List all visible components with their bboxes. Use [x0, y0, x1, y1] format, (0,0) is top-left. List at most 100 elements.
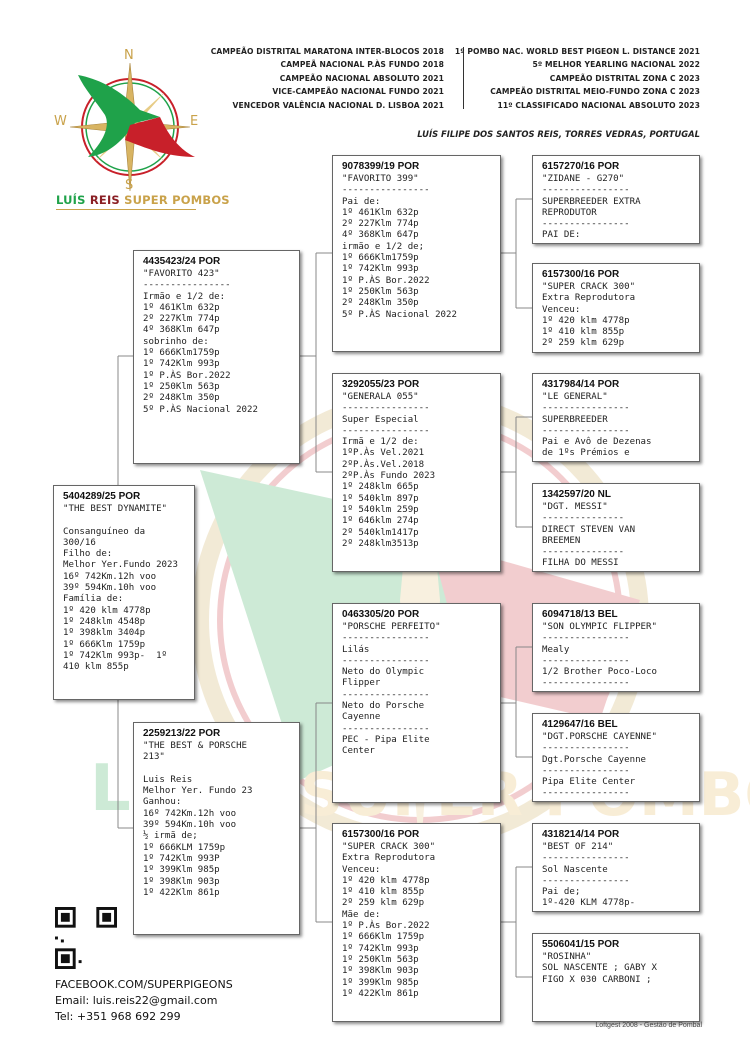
award-line: 11º CLASSIFICADO NACIONAL ABSOLUTO 2023 [497, 100, 700, 110]
note-line: ---------------- [342, 185, 430, 196]
note-line: 410 klm 855p [63, 662, 129, 673]
logo-wordmark: LUÍS REIS SUPER POMBOS [56, 193, 230, 210]
note-line: 1º 422Klm 861p [342, 988, 419, 999]
note-line: Pipa Elite Center [542, 777, 636, 788]
note-line: 1º 742Klm 993p [342, 264, 419, 275]
note-line: Melhor Yer.Fundo 2023 [63, 560, 178, 571]
note-line: 1º 461Klm 632p [143, 302, 220, 313]
pigeon-card[interactable]: 4318214/14 POR "BEST OF 214" -------------… [532, 823, 700, 912]
ring-number: 5404289/25 POR [63, 491, 141, 502]
note-line: 1º 248klm 4548p [63, 616, 146, 627]
note-line: Center [342, 746, 375, 757]
note-line: "THE BEST & PORSCHE [143, 741, 248, 751]
note-line: Pai e Avô de Dezenas [542, 437, 652, 448]
award-line: CAMPEÃO DISTRITAL ZONA C 2023 [549, 73, 700, 83]
award-line: CAMPEÃO DISTRITAL MEIO-FUNDO ZONA C 2023 [490, 87, 700, 97]
ring-number: 1342597/20 NL [542, 489, 611, 500]
note-line: ---------------- [542, 219, 630, 230]
email-text[interactable]: Email: luis.reis22@gmail.com [55, 994, 218, 1007]
note-line: REPRODUTOR [542, 207, 597, 218]
ring-number: 0463305/20 POR [342, 609, 420, 620]
pigeon-card[interactable]: 6094718/13 BEL "SON OLYMPIC FLIPPER" -----… [532, 603, 700, 692]
compass-s: S [125, 178, 133, 193]
awards-right: 1º POMBO NAC. WORLD BEST PIGEON L. DISTA… [455, 45, 700, 112]
pigeon-notes: "FAVORITO 423" ---------------- Irmão e 1/… [143, 269, 299, 416]
pigeon-card[interactable]: 0463305/20 POR "PORSCHE PERFEITO" --------… [332, 603, 501, 803]
pigeon-notes: "THE BEST DYNAMITE" Consanguíneo da 300/16… [63, 504, 194, 673]
note-line: 300/16 [63, 537, 96, 548]
note-line: ---------------- [342, 425, 430, 436]
pigeon-card[interactable]: 2259213/22 POR "THE BEST & PORSCHE 213" Lui… [133, 722, 300, 935]
pigeon-notes: "SON OLYMPIC FLIPPER" ---------------- Mea… [542, 622, 699, 690]
note-line: Super Especial [342, 414, 419, 425]
ring-number: 6157300/16 POR [342, 829, 420, 840]
note-line: ---------------- [542, 655, 630, 666]
note-line: 1º 248klm 665p [342, 482, 419, 493]
note-line: Pai de; [542, 887, 581, 898]
ring-number: 6157300/16 POR [542, 269, 620, 280]
note-line: Venceu: [542, 304, 581, 315]
pigeon-card[interactable]: 4435423/24 POR "FAVORITO 423" ------------… [133, 250, 300, 464]
note-line: 1º 742Klm 993p [143, 359, 220, 370]
note-line: FILHA DO MESSI [542, 558, 619, 569]
note-line: SUPERBREEDER [542, 414, 608, 425]
luis-reis-logo: N S W E [54, 48, 198, 193]
note-line: Filho de: [63, 549, 113, 560]
note-line: 2ºP.Às Fundo 2023 [342, 471, 436, 482]
award-line: VENCEDOR VALÊNCIA NACIONAL D. LISBOA 202… [232, 100, 444, 110]
ring-number: 6157270/16 POR [542, 161, 620, 172]
pigeon-card[interactable]: 9078399/19 POR "FAVORITO 399" ------------… [332, 155, 501, 352]
note-line: "ZIDANE - G270" [542, 174, 625, 184]
note-line: ---------------- [542, 633, 630, 644]
pigeon-card[interactable]: 6157300/16 POR "SUPER CRACK 300" Extra Rep… [332, 823, 501, 1022]
note-line: 1º 666Klm1759p [342, 253, 419, 264]
pigeon-card[interactable]: 3292055/23 POR "GENERALA 055" ------------… [332, 373, 501, 572]
note-line: Mãe de: [342, 909, 381, 920]
note-line: Extra Reprodutora [342, 853, 436, 864]
facebook-link[interactable]: FACEBOOK.COM/SUPERPIGEONS [55, 978, 233, 991]
pigeon-card[interactable]: 5404289/25 POR "THE BEST DYNAMITE" Consang… [53, 485, 195, 700]
note-line: ---------------- [342, 655, 430, 666]
note-line: 16º 742Km.12h voo [63, 571, 157, 582]
note-line: 1º P.ÀS Bor.2022 [143, 370, 231, 381]
note-line: BREEMEN [542, 535, 581, 546]
note-line: "ROSINHA" [542, 952, 592, 962]
note-line: 1º 666KLM 1759p [143, 842, 226, 853]
note-line: 213" [143, 752, 165, 763]
note-line: 1º 250Klm 563p [342, 954, 419, 965]
ring-number: 9078399/19 POR [342, 161, 420, 172]
note-line: sobrinho de: [143, 336, 209, 347]
pigeon-card[interactable]: 1342597/20 NL "DGT. MESSI" ---------------… [532, 483, 700, 572]
note-line: Cayenne [342, 712, 381, 723]
pigeon-card[interactable]: 6157300/16 POR "SUPER CRACK 300" Extra Rep… [532, 263, 700, 353]
note-line: SUPERBREEDER EXTRA [542, 196, 641, 207]
note-line: 1º 422Klm 861p [143, 887, 220, 898]
pigeon-card[interactable]: 5506041/15 POR "ROSINHA" SOL NASCENTE ; GA… [532, 933, 700, 1022]
note-line: 2ºP.Às.Vel.2018 [342, 459, 425, 470]
ring-number: 5506041/15 POR [542, 939, 620, 950]
note-line: FIGO X 030 CARBONI ; [542, 974, 652, 985]
note-line: 2º 248klm3513p [342, 538, 419, 549]
note-line: 4º 368Klm 647p [342, 230, 419, 241]
ring-number: 2259213/22 POR [143, 728, 221, 739]
note-line: "PORSCHE PERFEITO" [342, 622, 441, 632]
note-line: Luis Reis [143, 774, 193, 785]
note-line: 1º 646klm 274p [342, 516, 419, 527]
note-line: 1º 540klm 259p [342, 504, 419, 515]
note-line: 1º 410 klm 855p [542, 327, 625, 338]
note-line: 5º P.ÀS Nacional 2022 [143, 404, 258, 415]
note-line: 1º 398Klm 903p [342, 966, 419, 977]
note-line: 1º 399Klm 985p [342, 977, 419, 988]
pigeon-card[interactable]: 6157270/16 POR "ZIDANE - G270" -----------… [532, 155, 700, 244]
award-line: 5º MELHOR YEARLING NACIONAL 2022 [532, 60, 700, 70]
note-line: ---------------- [342, 403, 430, 414]
note-line: "FAVORITO 423" [143, 269, 220, 279]
note-line: PAI DE: [542, 230, 581, 241]
pigeon-card[interactable]: 4129647/16 BEL "DGT.PORSCHE CAYENNE" -----… [532, 713, 700, 802]
pigeon-card[interactable]: 4317984/14 POR "LE GENERAL" --------------… [532, 373, 700, 462]
note-line: "DGT.PORSCHE CAYENNE" [542, 732, 657, 742]
note-line: "FAVORITO 399" [342, 174, 419, 184]
note-line: Pai de: [342, 196, 381, 207]
note-line: 1º 742Klm 993p [342, 943, 419, 954]
